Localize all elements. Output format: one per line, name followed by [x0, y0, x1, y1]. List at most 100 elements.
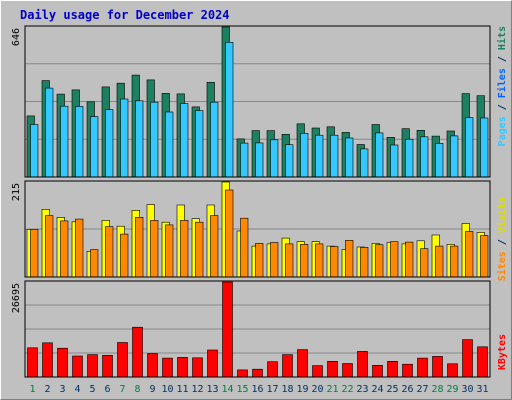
chart-title: Daily usage for December 2024 — [20, 8, 230, 22]
bar-sites-day-7 — [120, 233, 129, 278]
bar-pages-day-13 — [210, 101, 219, 178]
bar-pages-day-18 — [285, 144, 294, 178]
bar-kbytes-day-5 — [87, 354, 98, 378]
day-label-23: 23 — [356, 384, 368, 395]
bar-sites-day-15 — [240, 217, 249, 278]
bar-sites-day-3 — [60, 220, 69, 278]
bar-sites-day-11 — [180, 220, 189, 278]
bar-pages-day-4 — [75, 106, 84, 178]
bar-kbytes-day-4 — [72, 355, 83, 378]
bar-kbytes-day-26 — [402, 363, 413, 378]
bar-kbytes-day-19 — [297, 349, 308, 378]
bar-pages-day-17 — [270, 139, 279, 178]
bar-kbytes-day-9 — [147, 353, 158, 378]
bar-pages-day-8 — [135, 100, 144, 178]
bar-pages-day-26 — [405, 138, 414, 178]
bar-pages-day-5 — [90, 116, 99, 178]
day-label-16: 16 — [251, 384, 263, 395]
ymax-label-hits-pages: 646 — [11, 28, 22, 46]
bar-kbytes-day-17 — [267, 361, 278, 378]
bar-pages-day-16 — [255, 142, 264, 178]
panel-border — [24, 280, 491, 378]
day-label-3: 3 — [59, 384, 65, 395]
bar-kbytes-day-25 — [387, 360, 398, 378]
bar-sites-day-5 — [90, 249, 99, 278]
bar-pages-day-3 — [60, 105, 69, 178]
bar-sites-day-12 — [195, 221, 204, 278]
bar-sites-day-4 — [75, 218, 84, 278]
legend-entry: Hits — [496, 26, 508, 50]
day-label-14: 14 — [221, 384, 233, 395]
day-label-9: 9 — [149, 384, 155, 395]
bar-kbytes-day-29 — [447, 363, 458, 378]
day-label-8: 8 — [134, 384, 140, 395]
day-label-5: 5 — [89, 384, 95, 395]
bar-pages-day-21 — [330, 134, 339, 178]
bar-kbytes-day-10 — [162, 357, 173, 378]
bar-pages-day-12 — [195, 110, 204, 178]
day-label-10: 10 — [161, 384, 173, 395]
bar-sites-day-6 — [105, 226, 114, 278]
bar-pages-day-10 — [165, 111, 174, 178]
day-label-24: 24 — [371, 384, 383, 395]
bar-kbytes-day-1 — [27, 347, 38, 378]
bar-sites-day-13 — [210, 215, 219, 278]
bar-sites-day-23 — [360, 247, 369, 278]
day-label-6: 6 — [104, 384, 110, 395]
bar-sites-day-18 — [285, 243, 294, 278]
bar-pages-day-20 — [315, 134, 324, 178]
bar-kbytes-day-24 — [372, 364, 383, 378]
bar-kbytes-day-2 — [42, 342, 53, 378]
legend-panel1: Pages / Files / Hits — [496, 26, 508, 146]
legend-entry: / — [497, 98, 508, 116]
legend-entry: Files — [496, 68, 508, 98]
legend-panel2: Sites / Visits — [496, 197, 508, 281]
bar-sites-day-30 — [465, 231, 474, 278]
bar-pages-day-25 — [390, 144, 399, 178]
day-label-2: 2 — [44, 384, 50, 395]
bar-pages-day-15 — [240, 142, 249, 178]
bar-pages-day-19 — [300, 133, 309, 178]
day-label-13: 13 — [206, 384, 218, 395]
ymax-label-visits-sites: 215 — [11, 183, 22, 201]
bar-kbytes-day-30 — [462, 339, 473, 378]
bar-sites-day-27 — [420, 248, 429, 278]
bar-pages-day-9 — [150, 101, 159, 178]
day-label-12: 12 — [191, 384, 203, 395]
day-label-17: 17 — [266, 384, 278, 395]
bar-sites-day-17 — [270, 242, 279, 278]
day-label-22: 22 — [341, 384, 353, 395]
day-label-21: 21 — [326, 384, 338, 395]
day-label-7: 7 — [119, 384, 125, 395]
legend-entry: Visits — [496, 197, 508, 233]
day-label-28: 28 — [431, 384, 443, 395]
bar-sites-day-24 — [375, 244, 384, 278]
bar-sites-day-19 — [300, 244, 309, 278]
day-label-31: 31 — [476, 384, 488, 395]
day-label-26: 26 — [401, 384, 413, 395]
bar-sites-day-22 — [345, 240, 354, 278]
day-label-27: 27 — [416, 384, 428, 395]
bar-kbytes-day-11 — [177, 357, 188, 378]
bar-sites-day-21 — [330, 246, 339, 278]
bar-pages-day-22 — [345, 137, 354, 178]
bar-kbytes-day-16 — [252, 368, 263, 378]
bar-pages-day-30 — [465, 117, 474, 178]
day-label-20: 20 — [311, 384, 323, 395]
day-label-1: 1 — [29, 384, 35, 395]
day-label-25: 25 — [386, 384, 398, 395]
bar-sites-day-31 — [480, 235, 489, 278]
bar-sites-day-25 — [390, 241, 399, 278]
bar-kbytes-day-3 — [57, 347, 68, 378]
bar-pages-day-2 — [45, 87, 54, 178]
day-label-29: 29 — [446, 384, 458, 395]
bar-kbytes-day-15 — [237, 369, 248, 378]
ymax-label-kbytes: 26695 — [11, 283, 22, 313]
day-label-19: 19 — [296, 384, 308, 395]
bar-pages-day-24 — [375, 132, 384, 178]
legend-panel3: KBytes — [497, 334, 508, 370]
panel-border — [24, 180, 491, 278]
bar-kbytes-day-8 — [132, 326, 143, 378]
bar-sites-day-26 — [405, 241, 414, 278]
